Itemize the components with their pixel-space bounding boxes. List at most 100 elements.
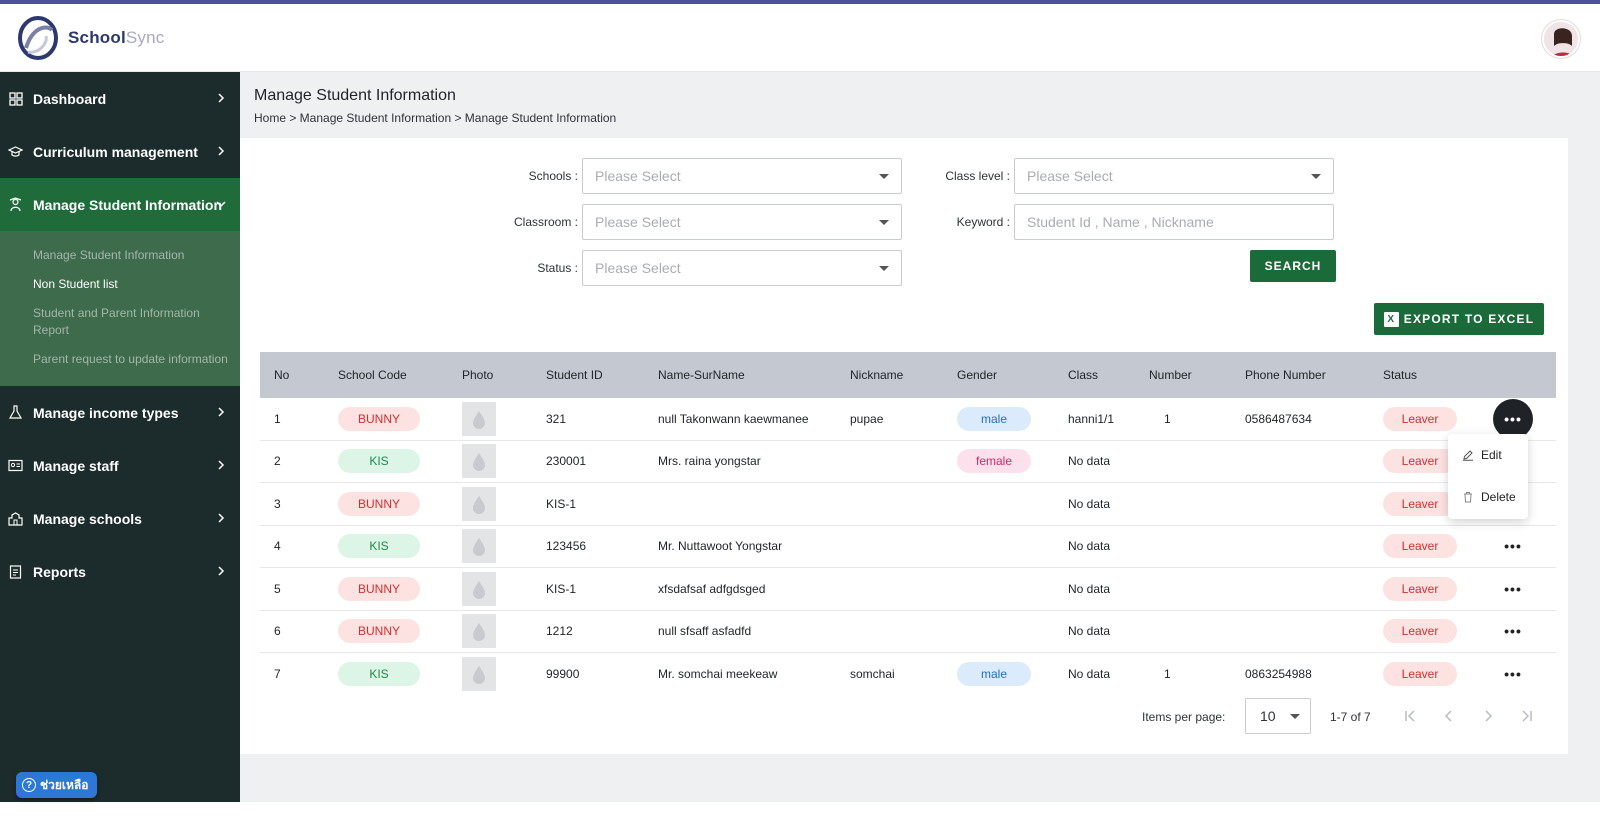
keyword-label: Keyword : bbox=[956, 215, 1010, 229]
sidebar-item-label: Manage staff bbox=[33, 457, 119, 474]
classroom-placeholder: Please Select bbox=[595, 214, 681, 230]
subitem-parent-update-request[interactable]: Parent request to update information bbox=[33, 352, 228, 366]
cell-name: xfsdafsaf adfgdsged bbox=[658, 581, 766, 596]
cell-student-id: 123456 bbox=[546, 539, 587, 554]
table-row[interactable]: 7 KIS 99900 Mr. somchai meekeaw somchai … bbox=[260, 653, 1556, 696]
search-button[interactable]: SEARCH bbox=[1250, 250, 1336, 282]
sidebar-item-staff[interactable]: Manage staff bbox=[0, 439, 240, 492]
class-level-select[interactable]: Please Select bbox=[1014, 158, 1334, 194]
cell-student-id: 230001 bbox=[546, 454, 587, 469]
page-title: Manage Student Information bbox=[254, 87, 456, 104]
photo-placeholder-icon bbox=[462, 614, 496, 649]
photo-placeholder-icon bbox=[462, 486, 496, 521]
delete-menu-item[interactable]: Delete bbox=[1448, 476, 1528, 518]
export-excel-button[interactable]: X EXPORT TO EXCEL bbox=[1374, 303, 1544, 335]
subitem-student-parent-report[interactable]: Student and Parent Information Report bbox=[33, 306, 200, 337]
dropdown-caret-icon bbox=[879, 266, 889, 271]
cell-class: No data bbox=[1068, 667, 1111, 682]
app-header: SchoolSync bbox=[0, 4, 1600, 72]
sidebar-item-label: Curriculum management bbox=[33, 143, 198, 160]
user-avatar[interactable] bbox=[1542, 20, 1580, 58]
more-actions-icon[interactable]: ••• bbox=[1493, 398, 1533, 439]
cell-student-id: KIS-1 bbox=[546, 496, 577, 511]
sidebar-item-curriculum[interactable]: Curriculum management bbox=[0, 125, 240, 178]
first-page-icon[interactable] bbox=[1402, 708, 1418, 724]
sidebar-item-dashboard[interactable]: Dashboard bbox=[0, 72, 240, 125]
schools-select[interactable]: Please Select bbox=[582, 158, 902, 194]
chevron-right-icon bbox=[218, 407, 225, 417]
more-actions-icon[interactable]: ••• bbox=[1504, 666, 1522, 683]
cell-student-id: KIS-1 bbox=[546, 581, 577, 596]
student-info-submenu: Manage Student Information Non Student l… bbox=[0, 231, 240, 386]
status-badge: Leaver bbox=[1383, 449, 1457, 474]
photo-placeholder-icon bbox=[462, 444, 496, 479]
edit-menu-item[interactable]: Edit bbox=[1448, 434, 1528, 476]
cell-no: 7 bbox=[274, 667, 281, 682]
clipboard-icon bbox=[8, 564, 23, 579]
cell-name: null sfsaff asfadfd bbox=[658, 624, 752, 639]
schoolsync-logo-icon bbox=[18, 16, 58, 60]
table-row[interactable]: 3 BUNNY KIS-1 No data Leaver bbox=[260, 483, 1556, 526]
cell-no: 6 bbox=[274, 624, 281, 639]
header-name: Name-SurName bbox=[658, 368, 745, 382]
cell-student-id: 321 bbox=[546, 411, 567, 426]
page-size-value: 10 bbox=[1260, 708, 1276, 724]
subitem-non-student-list[interactable]: Non Student list bbox=[33, 277, 118, 291]
main-area: Manage Student Information Home > Manage… bbox=[240, 72, 1600, 802]
cell-class: No data bbox=[1068, 624, 1111, 639]
excel-icon: X bbox=[1383, 311, 1399, 327]
subitem-manage-student-info[interactable]: Manage Student Information bbox=[33, 248, 185, 262]
cell-class: No data bbox=[1068, 581, 1111, 596]
cell-name: Mrs. raina yongstar bbox=[658, 454, 761, 469]
help-button[interactable]: ? ช่วยเหลือ bbox=[16, 772, 97, 798]
cell-no: 5 bbox=[274, 581, 281, 596]
breadcrumb: Home > Manage Student Information > Mana… bbox=[254, 111, 617, 125]
table-row[interactable]: 4 KIS 123456 Mr. Nuttawoot Yongstar No d… bbox=[260, 526, 1556, 568]
classroom-label: Classroom : bbox=[513, 215, 578, 229]
sidebar-item-reports[interactable]: Reports bbox=[0, 545, 240, 598]
status-label: Status : bbox=[537, 261, 578, 275]
cell-phone: 0863254988 bbox=[1245, 667, 1312, 682]
cell-phone: 0586487634 bbox=[1245, 411, 1312, 426]
photo-placeholder-icon bbox=[462, 401, 496, 436]
status-badge: Leaver bbox=[1383, 534, 1457, 559]
more-actions-icon[interactable]: ••• bbox=[1504, 538, 1522, 555]
sidebar-item-schools[interactable]: Manage schools bbox=[0, 492, 240, 545]
school-code-badge: BUNNY bbox=[338, 406, 420, 431]
table-row[interactable]: 6 BUNNY 1212 null sfsaff asfadfd No data… bbox=[260, 611, 1556, 653]
table-row[interactable]: 1 BUNNY 321 null Takonwann kaewmanee pup… bbox=[260, 398, 1556, 441]
classroom-select[interactable]: Please Select bbox=[582, 204, 902, 240]
page-size-select[interactable]: 10 bbox=[1245, 698, 1311, 734]
sidebar-item-income-types[interactable]: Manage income types bbox=[0, 386, 240, 439]
logo[interactable]: SchoolSync bbox=[16, 14, 164, 62]
table-row[interactable]: 5 BUNNY KIS-1 xfsdafsaf adfgdsged No dat… bbox=[260, 568, 1556, 611]
status-select[interactable]: Please Select bbox=[582, 250, 902, 286]
cell-nickname: pupae bbox=[850, 411, 884, 426]
header-photo: Photo bbox=[462, 368, 494, 382]
header-status: Status bbox=[1383, 368, 1418, 382]
keyword-input[interactable]: Student Id , Name , Nickname bbox=[1014, 204, 1334, 240]
photo-placeholder-icon bbox=[462, 657, 496, 692]
table-row[interactable]: 2 KIS 230001 Mrs. raina yongstar female … bbox=[260, 441, 1556, 483]
top-accent-bar bbox=[0, 0, 1600, 4]
status-badge: Leaver bbox=[1383, 662, 1457, 687]
sidebar-item-student-info[interactable]: Manage Student Information bbox=[0, 178, 240, 231]
pencil-icon bbox=[1463, 450, 1473, 461]
last-page-icon[interactable] bbox=[1519, 708, 1535, 724]
previous-page-icon[interactable] bbox=[1441, 708, 1457, 724]
cell-class: No data bbox=[1068, 539, 1111, 554]
more-actions-icon[interactable]: ••• bbox=[1504, 580, 1522, 597]
edit-label: Edit bbox=[1481, 448, 1502, 462]
more-actions-icon[interactable]: ••• bbox=[1504, 623, 1522, 640]
gender-badge: male bbox=[957, 662, 1031, 687]
photo-placeholder-icon bbox=[462, 571, 496, 606]
help-label: ช่วยเหลือ bbox=[40, 777, 89, 792]
id-card-icon bbox=[8, 458, 23, 473]
header-no: No bbox=[274, 368, 290, 382]
cell-student-id: 99900 bbox=[546, 667, 580, 682]
dropdown-caret-icon bbox=[879, 220, 889, 225]
next-page-icon[interactable] bbox=[1480, 708, 1496, 724]
schools-placeholder: Please Select bbox=[595, 168, 681, 184]
keyword-placeholder: Student Id , Name , Nickname bbox=[1027, 214, 1214, 230]
school-code-badge: BUNNY bbox=[338, 491, 420, 516]
